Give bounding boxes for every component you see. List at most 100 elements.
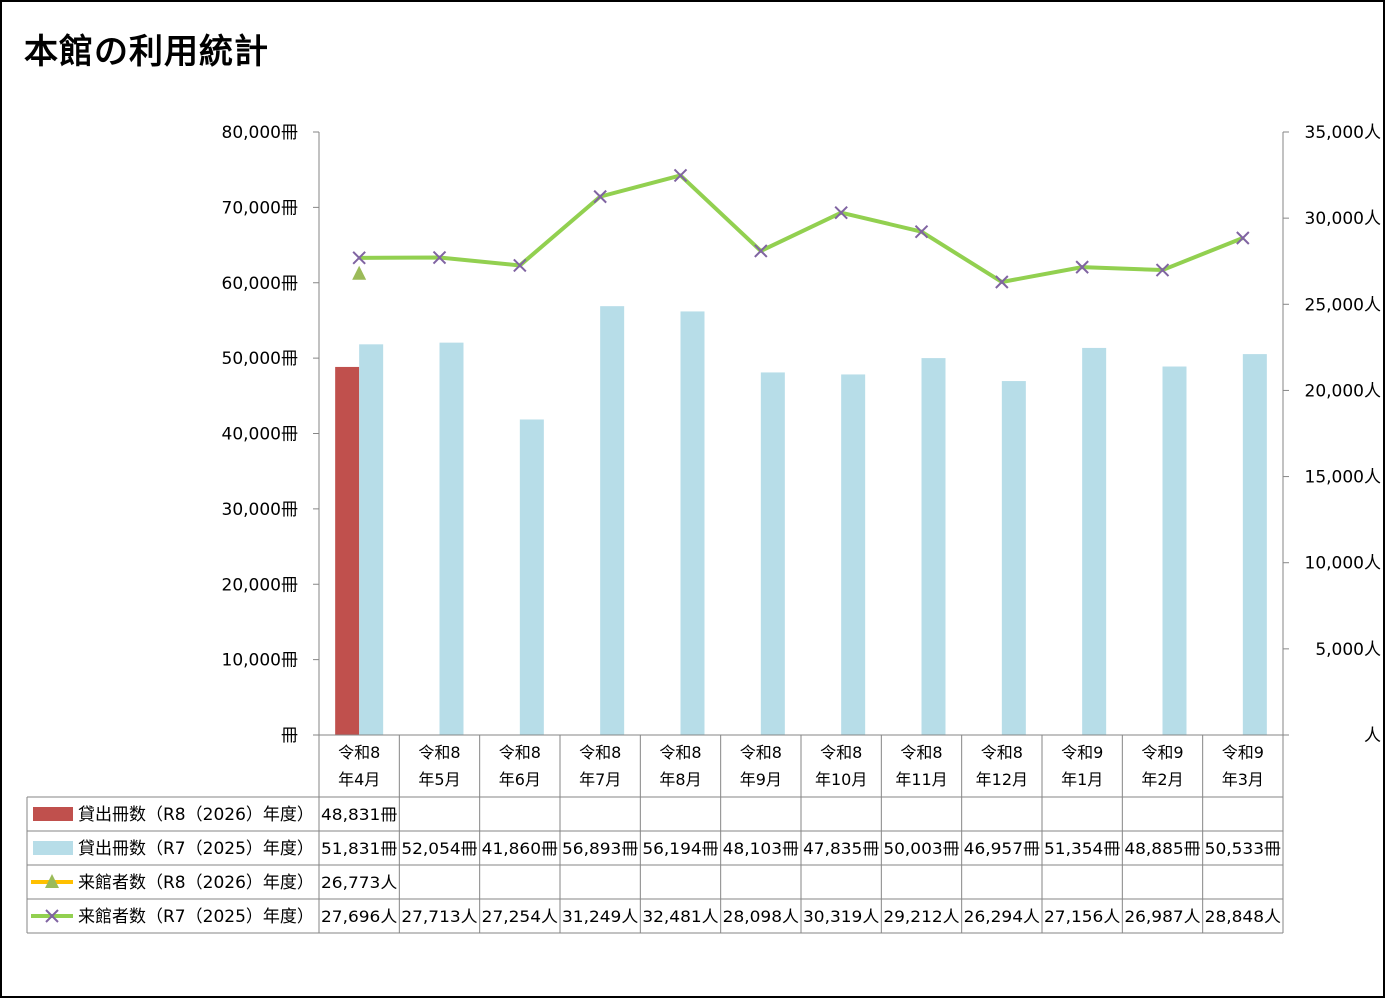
data-label-s1-10: 48,885冊 — [1124, 839, 1200, 858]
data-label-s3-5: 28,098人 — [723, 907, 799, 926]
data-label-s3-10: 26,987人 — [1124, 907, 1200, 926]
bar-s1-6 — [841, 374, 866, 735]
legend-key-s1 — [33, 841, 73, 855]
data-label-s2-0: 26,773人 — [321, 873, 397, 892]
y-left-tick-label-8: 80,000冊 — [222, 123, 298, 143]
y-left-tick-label-0: 冊 — [281, 726, 298, 746]
data-label-s3-4: 32,481人 — [642, 907, 718, 926]
x-tick-label-1-line2: 年5月 — [418, 770, 460, 789]
point-s3-8 — [995, 275, 1009, 289]
data-label-s1-7: 50,003冊 — [883, 839, 959, 858]
data-label-s3-2: 27,254人 — [482, 907, 558, 926]
data-label-s1-2: 41,860冊 — [482, 839, 558, 858]
page-title: 本館の利用統計 — [24, 32, 269, 72]
data-label-s1-0: 51,831冊 — [321, 839, 397, 858]
y-right-tick-label-2: 10,000人 — [1305, 554, 1381, 574]
data-label-s3-0: 27,696人 — [321, 907, 397, 926]
x-tick-label-6-line2: 年10月 — [815, 770, 867, 789]
y-right-tick-label-1: 5,000人 — [1315, 640, 1381, 660]
bar-s1-9 — [1082, 347, 1107, 735]
x-tick-label-9-line2: 年1月 — [1061, 770, 1103, 789]
point-s3-9 — [1075, 260, 1089, 274]
x-tick-label-2-line2: 年6月 — [499, 770, 541, 789]
bar-s1-1 — [439, 342, 464, 735]
legend-label-s2: 来館者数（R8（2026）年度） — [78, 873, 314, 893]
legend-key-marker-s3 — [45, 909, 59, 923]
data-label-s1-9: 51,354冊 — [1044, 839, 1120, 858]
y-left-tick-label-1: 10,000冊 — [222, 651, 298, 671]
x-tick-label-8-line2: 年12月 — [976, 770, 1028, 789]
x-tick-label-4-line1: 令和8 — [659, 743, 701, 762]
y-right-tick-label-4: 20,000人 — [1305, 381, 1381, 401]
x-tick-label-3-line2: 年7月 — [579, 770, 621, 789]
x-tick-label-1-line1: 令和8 — [418, 743, 460, 762]
bar-s1-8 — [1001, 381, 1026, 735]
data-label-s0-0: 48,831冊 — [321, 805, 397, 824]
point-s3-6 — [834, 205, 848, 220]
x-tick-label-8-line1: 令和8 — [981, 743, 1023, 762]
y-left-tick-label-5: 50,000冊 — [222, 349, 298, 369]
point-s3-3 — [593, 189, 607, 204]
bar-s1-11 — [1242, 354, 1267, 735]
x-tick-label-5-line2: 年9月 — [740, 770, 782, 789]
data-label-s3-3: 31,249人 — [562, 907, 638, 926]
data-label-s3-9: 27,156人 — [1044, 907, 1120, 926]
x-tick-label-7-line2: 年11月 — [895, 770, 947, 789]
y-right-tick-label-5: 25,000人 — [1305, 295, 1381, 315]
bar-s0-0 — [335, 366, 360, 735]
data-label-s1-8: 46,957冊 — [964, 839, 1040, 858]
x-tick-label-11-line2: 年3月 — [1222, 770, 1264, 789]
x-tick-label-5-line1: 令和8 — [740, 743, 782, 762]
data-label-s1-6: 47,835冊 — [803, 839, 879, 858]
x-tick-label-10-line1: 令和9 — [1141, 743, 1183, 762]
point-s2-0 — [352, 265, 367, 280]
bar-s1-0 — [359, 344, 384, 735]
data-label-s1-1: 52,054冊 — [401, 839, 477, 858]
data-label-s3-8: 26,294人 — [964, 907, 1040, 926]
legend-label-s0: 貸出冊数（R8（2026）年度） — [78, 805, 314, 825]
point-s3-10 — [1155, 263, 1170, 277]
x-tick-label-10-line2: 年2月 — [1141, 770, 1183, 789]
point-s3-11 — [1236, 231, 1250, 245]
x-tick-label-9-line1: 令和9 — [1061, 743, 1103, 762]
y-left-tick-label-4: 40,000冊 — [222, 425, 298, 445]
point-s3-0 — [352, 251, 366, 265]
x-tick-label-3-line1: 令和8 — [579, 743, 621, 762]
bar-s1-10 — [1162, 366, 1187, 735]
legend-label-s3: 来館者数（R7（2025）年度） — [78, 907, 314, 927]
y-left-tick-label-6: 60,000冊 — [222, 274, 298, 294]
point-s3-5 — [754, 244, 768, 258]
bar-s1-7 — [921, 358, 946, 735]
data-label-s3-1: 27,713人 — [401, 907, 477, 926]
x-tick-label-4-line2: 年8月 — [659, 770, 701, 789]
point-s3-2 — [513, 258, 527, 273]
bar-s1-3 — [600, 306, 625, 735]
y-right-tick-label-0: 人 — [1364, 726, 1381, 746]
x-tick-label-0-line2: 年4月 — [338, 770, 380, 789]
x-tick-label-2-line1: 令和8 — [499, 743, 541, 762]
y-left-tick-label-2: 20,000冊 — [222, 575, 298, 595]
legend-key-s0 — [33, 807, 73, 821]
bar-s1-2 — [519, 419, 544, 735]
point-s3-4 — [673, 168, 688, 183]
data-label-s1-11: 50,533冊 — [1205, 839, 1281, 858]
point-s3-7 — [914, 225, 929, 239]
x-tick-label-7-line1: 令和8 — [900, 743, 942, 762]
data-label-s3-7: 29,212人 — [883, 907, 959, 926]
y-left-tick-label-7: 70,000冊 — [222, 198, 298, 218]
y-left-tick-label-3: 30,000冊 — [222, 500, 298, 520]
bar-s1-4 — [680, 311, 705, 735]
legend-key-marker-s2 — [45, 874, 59, 888]
data-label-s1-4: 56,194冊 — [642, 839, 718, 858]
x-tick-label-0-line1: 令和8 — [338, 743, 380, 762]
data-label-s3-6: 30,319人 — [803, 907, 879, 926]
y-right-tick-label-6: 30,000人 — [1305, 209, 1381, 229]
point-s3-1 — [432, 250, 447, 265]
x-tick-label-6-line1: 令和8 — [820, 743, 862, 762]
legend-label-s1: 貸出冊数（R7（2025）年度） — [78, 839, 314, 859]
line-s3 — [359, 173, 1244, 284]
data-label-s1-5: 48,103冊 — [723, 839, 799, 858]
x-tick-label-11-line1: 令和9 — [1222, 743, 1264, 762]
data-label-s1-3: 56,893冊 — [562, 839, 638, 858]
